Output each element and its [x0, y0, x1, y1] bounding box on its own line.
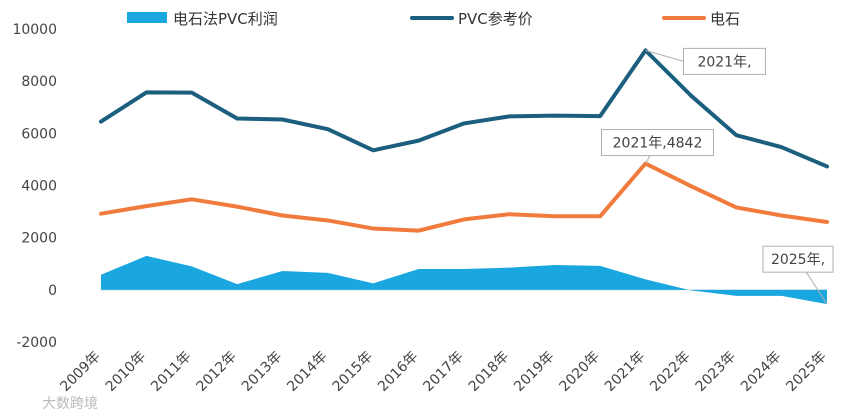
y-tick-label: 8000 [21, 74, 57, 90]
callout-leader [645, 49, 684, 62]
legend-label: 电石 [710, 10, 740, 28]
callouts: 2021年, 2021年,4842 2025年, [601, 47, 834, 305]
watermark-text: 大数跨境 [42, 396, 98, 412]
legend-swatch-area [127, 12, 167, 23]
x-tick-label: 2013年 [239, 349, 285, 395]
x-tick-label: 2010年 [103, 349, 149, 395]
y-tick-label: 6000 [21, 126, 57, 142]
series-area-profit [101, 255, 827, 305]
y-tick-label: 2000 [21, 231, 57, 247]
x-tick-label: 2015年 [330, 349, 376, 395]
plot-area [99, 48, 829, 305]
legend: 电石法PVC利润 PVC参考价 电石 [127, 10, 740, 28]
x-tick-label: 2009年 [57, 349, 103, 395]
y-tick-label: -2000 [16, 335, 57, 351]
callout-box [683, 47, 766, 75]
x-axis: 2009年2010年2011年2012年2013年2014年2015年2016年… [57, 349, 829, 395]
y-tick-label: 10000 [12, 22, 57, 38]
legend-label: PVC参考价 [458, 10, 533, 28]
x-tick-label: 2017年 [420, 349, 466, 395]
x-tick-label: 2012年 [194, 349, 240, 395]
callout-text: 2025年, [771, 252, 825, 268]
callout-box [762, 245, 834, 273]
y-axis: -2000 0 2000 4000 6000 8000 10000 [12, 22, 57, 351]
x-tick-label: 2024年 [738, 349, 784, 395]
x-tick-label: 2011年 [148, 349, 194, 395]
x-tick-label: 2023年 [693, 349, 739, 395]
x-tick-label: 2019年 [511, 349, 557, 395]
y-tick-label: 4000 [21, 179, 57, 195]
x-tick-label: 2021年 [602, 349, 648, 395]
callout-box [601, 129, 714, 157]
legend-label: 电石法PVC利润 [173, 10, 278, 28]
watermark: 大数跨境 [42, 396, 98, 412]
x-tick-label: 2018年 [466, 349, 512, 395]
y-tick-label: 0 [48, 283, 57, 299]
x-tick-label: 2025年 [783, 349, 829, 395]
x-tick-label: 2016年 [375, 349, 421, 395]
x-tick-label: 2014年 [284, 349, 330, 395]
x-tick-label: 2020年 [557, 349, 603, 395]
callout-text: 2021年,4842 [613, 136, 703, 152]
series-line-2 [99, 161, 829, 233]
callout-text: 2021年, [697, 54, 751, 70]
x-tick-label: 2022年 [647, 349, 693, 395]
